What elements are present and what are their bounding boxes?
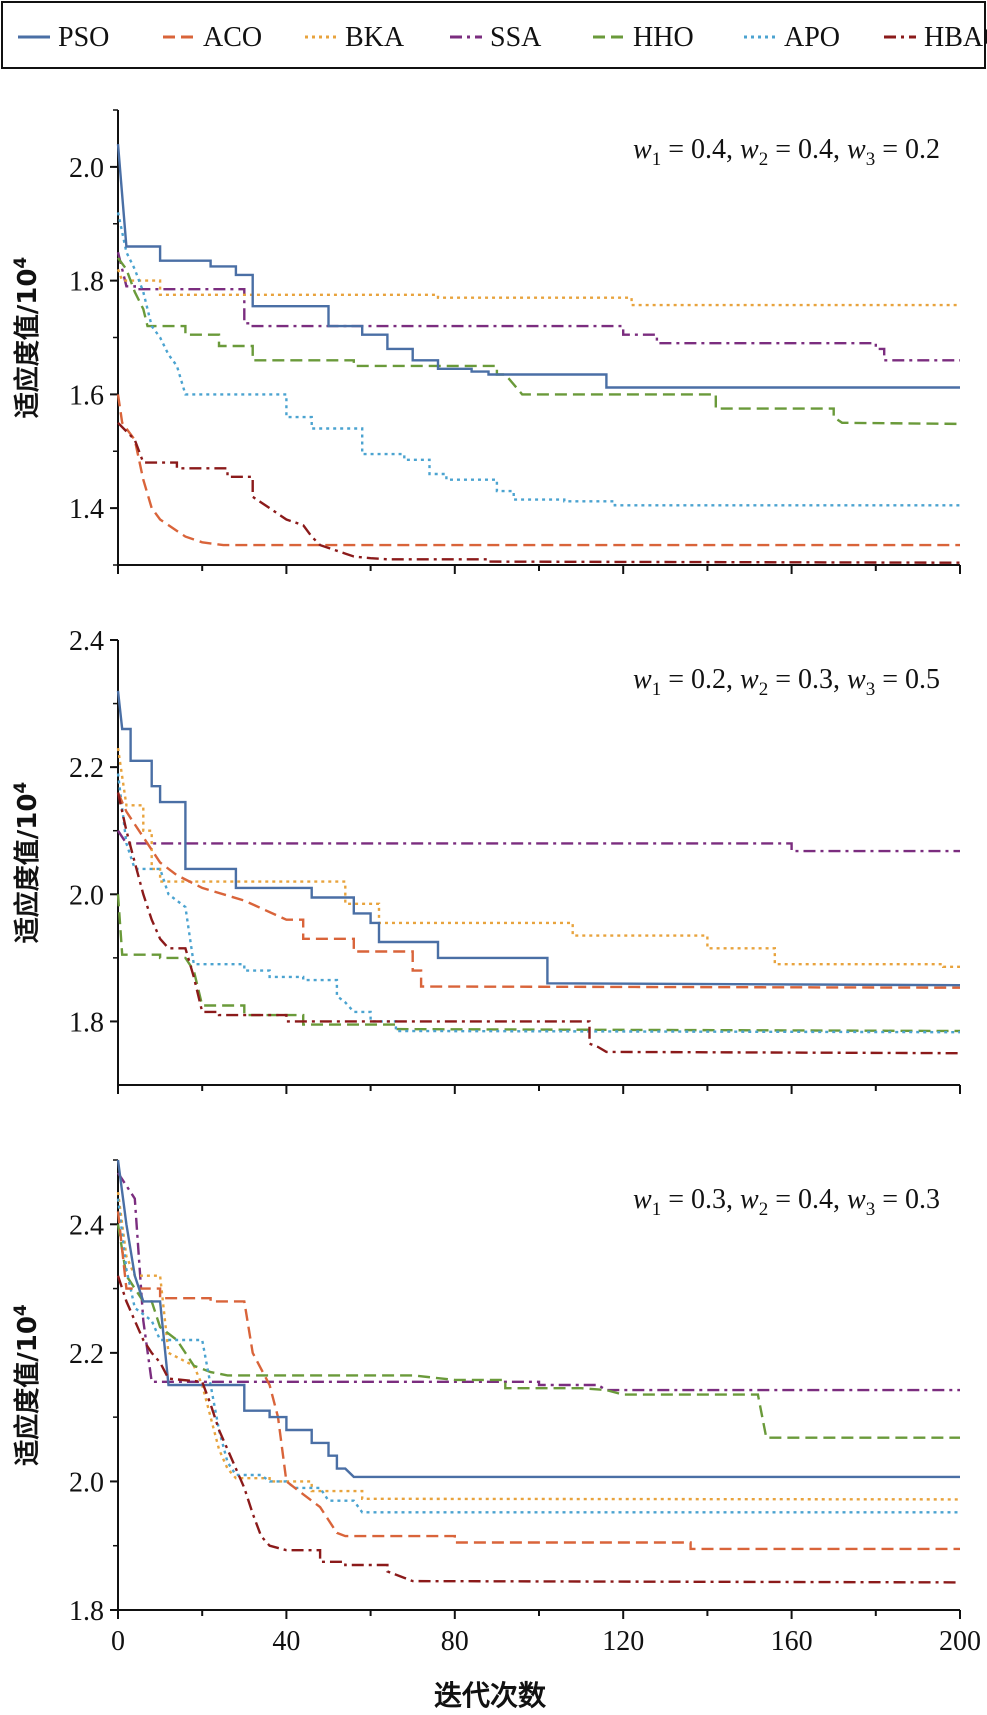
y-tick-label: 2.2 bbox=[69, 1339, 104, 1370]
y-axis-label: 适应度值/104 bbox=[11, 1304, 43, 1466]
y-tick-label: 1.8 bbox=[69, 1596, 104, 1627]
x-axis-label: 迭代次数 bbox=[434, 1679, 547, 1712]
panel-1: 1.4 1.6 1.8 2.0 适应度值/104 w1 = 0.4, w2 = 0.4, … bbox=[11, 109, 961, 574]
y-axis-label: 适应度值/104 bbox=[11, 257, 43, 419]
series-line-hbao bbox=[117, 421, 961, 564]
y-tick-label: 2.0 bbox=[69, 1467, 104, 1498]
series-line-apo bbox=[116, 1198, 960, 1514]
series-line-aco bbox=[116, 792, 961, 989]
series-line-apo bbox=[116, 773, 961, 1034]
x-tick-label: 0 bbox=[111, 1626, 125, 1657]
series-line-hbao bbox=[116, 1275, 961, 1584]
series-line-apo bbox=[116, 212, 960, 507]
x-tick-label: 80 bbox=[441, 1626, 469, 1657]
y-tick-label: 2.2 bbox=[69, 753, 104, 784]
weights-annotation: w1 = 0.2, w2 = 0.3, w3 = 0.5 bbox=[633, 664, 940, 700]
x-tick-label: 160 bbox=[771, 1626, 813, 1657]
series-line-pso bbox=[116, 1159, 960, 1479]
series-line-pso bbox=[116, 690, 961, 987]
legend-entry-hbao: HBAO bbox=[884, 22, 987, 53]
series-line-hho bbox=[117, 257, 961, 426]
x-tick-label: 200 bbox=[939, 1626, 981, 1657]
x-tick-label: 120 bbox=[602, 1626, 644, 1657]
y-axis-label-exponent: 4 bbox=[11, 782, 31, 794]
legend-entry-bka: BKA bbox=[305, 22, 405, 53]
y-tick-label: 2.4 bbox=[69, 626, 104, 657]
panel-2: 1.8 2.0 2.2 2.4 适应度值/104 w1 = 0.2, w2 = 0.3, … bbox=[11, 626, 961, 1094]
legend-label-aco: ACO bbox=[203, 22, 262, 53]
x-tick-label: 40 bbox=[272, 1626, 300, 1657]
panels: 1.4 1.6 1.8 2.0 适应度值/104 w1 = 0.4, w2 = 0.4, … bbox=[11, 109, 981, 1657]
legend-box bbox=[1, 1, 986, 69]
legend-label-hho: HHO bbox=[633, 22, 694, 53]
y-tick-label: 2.4 bbox=[69, 1210, 104, 1241]
y-axis-label: 适应度值/104 bbox=[11, 782, 43, 944]
series-line-ssa bbox=[116, 251, 960, 362]
series-line-hho bbox=[116, 1224, 960, 1439]
legend-label-bka: BKA bbox=[345, 22, 405, 53]
series-line-aco bbox=[116, 394, 960, 547]
y-tick-label: 2.0 bbox=[69, 880, 104, 911]
y-axis-label-exponent: 4 bbox=[11, 1304, 31, 1316]
legend: PSO ACO BKA SSA HHO APO HBAO bbox=[1, 1, 987, 69]
legend-entry-ssa: SSA bbox=[450, 22, 542, 53]
legend-entry-hho: HHO bbox=[593, 22, 694, 53]
panel-3: 1.8 2.0 2.2 2.4 0 40 80 120 160 200 适应度值/104 w1 = 0… bbox=[11, 1159, 981, 1657]
y-tick-label: 1.4 bbox=[69, 494, 104, 525]
legend-label-ssa: SSA bbox=[490, 22, 542, 53]
y-tick-label: 1.6 bbox=[69, 380, 104, 411]
legend-entry-aco: ACO bbox=[163, 22, 262, 53]
legend-label-apo: APO bbox=[784, 22, 840, 53]
y-axis-label-exponent: 4 bbox=[11, 257, 31, 269]
legend-label-hbao: HBAO bbox=[924, 22, 987, 53]
series-line-hho bbox=[116, 894, 961, 1033]
legend-entry-pso: PSO bbox=[18, 22, 109, 53]
series-line-bka bbox=[116, 747, 960, 968]
series-line-pso bbox=[116, 144, 960, 389]
legend-entry-apo: APO bbox=[744, 22, 840, 53]
weights-annotation: w1 = 0.3, w2 = 0.4, w3 = 0.3 bbox=[633, 1184, 940, 1220]
series-line-ssa bbox=[116, 830, 960, 853]
series-line-aco bbox=[116, 1211, 960, 1551]
y-tick-label: 2.0 bbox=[69, 153, 104, 184]
y-tick-label: 1.8 bbox=[69, 267, 104, 298]
y-tick-label: 1.8 bbox=[69, 1007, 104, 1038]
series-line-bka bbox=[116, 1191, 961, 1501]
series-line-ssa bbox=[116, 1172, 960, 1392]
legend-label-pso: PSO bbox=[58, 22, 109, 53]
weights-annotation: w1 = 0.4, w2 = 0.4, w3 = 0.2 bbox=[633, 134, 940, 170]
series-line-hbao bbox=[116, 792, 961, 1055]
